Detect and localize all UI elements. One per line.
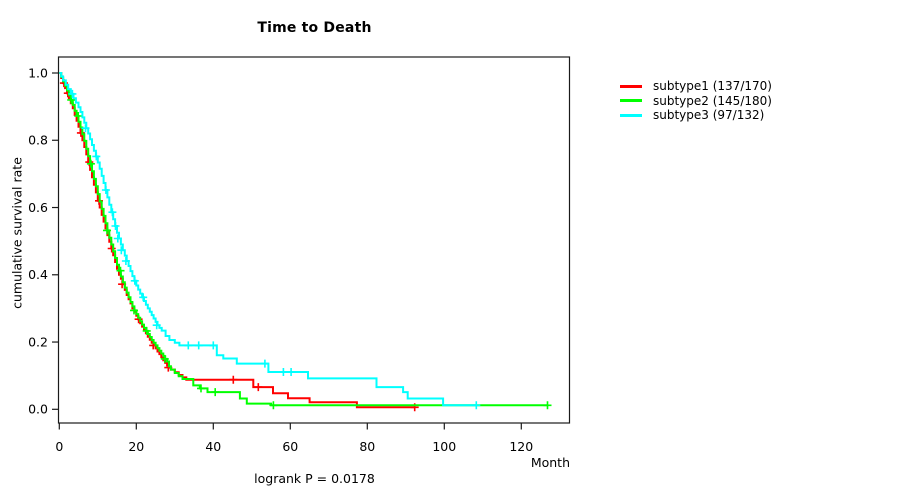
x-tick-label: 100 xyxy=(432,439,456,454)
plot-box xyxy=(57,56,571,424)
survival-curve-subtype1 xyxy=(59,72,416,409)
x-tick-label: 20 xyxy=(128,439,144,454)
survival-curve-subtype3 xyxy=(59,72,477,407)
y-tick-label: 0.6 xyxy=(28,200,48,215)
legend-line-subtype1-icon xyxy=(620,84,642,88)
y-tick-label: 1.0 xyxy=(28,65,48,80)
legend-label-subtype3: subtype3 (97/132) xyxy=(653,108,765,122)
y-tick-label: 0.8 xyxy=(28,133,48,148)
y-tick-label: 0.0 xyxy=(28,402,48,417)
y-tick-label: 0.2 xyxy=(28,334,48,349)
x-axis-label: Month xyxy=(530,455,570,470)
legend-label-subtype1: subtype1 (137/170) xyxy=(653,79,772,93)
x-tick-label: 0 xyxy=(55,439,63,454)
censor-marks-subtype2 xyxy=(67,95,552,410)
x-tick-label: 120 xyxy=(509,439,533,454)
x-tick-label: 80 xyxy=(359,439,375,454)
y-tick-label: 0.4 xyxy=(28,267,48,282)
legend-label-subtype2: subtype2 (145/180) xyxy=(653,93,772,108)
logrank-p-annotation: logrank P = 0.0178 xyxy=(254,471,375,486)
survival-curve-subtype2 xyxy=(59,72,549,407)
x-tick-label: 40 xyxy=(205,439,221,454)
chart-title: Time to Death xyxy=(257,20,372,36)
legend-item-subtype1: subtype1 (137/170) xyxy=(620,79,772,94)
y-axis-label: cumulative survival rate xyxy=(9,157,25,309)
legend-line-subtype3-icon xyxy=(620,113,642,117)
legend-item-subtype2: subtype2 (145/180) xyxy=(620,94,772,109)
legend-line-subtype2-icon xyxy=(620,99,642,103)
censor-marks-subtype3 xyxy=(68,89,481,410)
legend-item-subtype3: subtype3 (97/132) xyxy=(620,108,772,123)
legend: subtype1 (137/170) subtype2 (145/180) su… xyxy=(620,79,772,123)
x-tick-label: 60 xyxy=(282,439,298,454)
